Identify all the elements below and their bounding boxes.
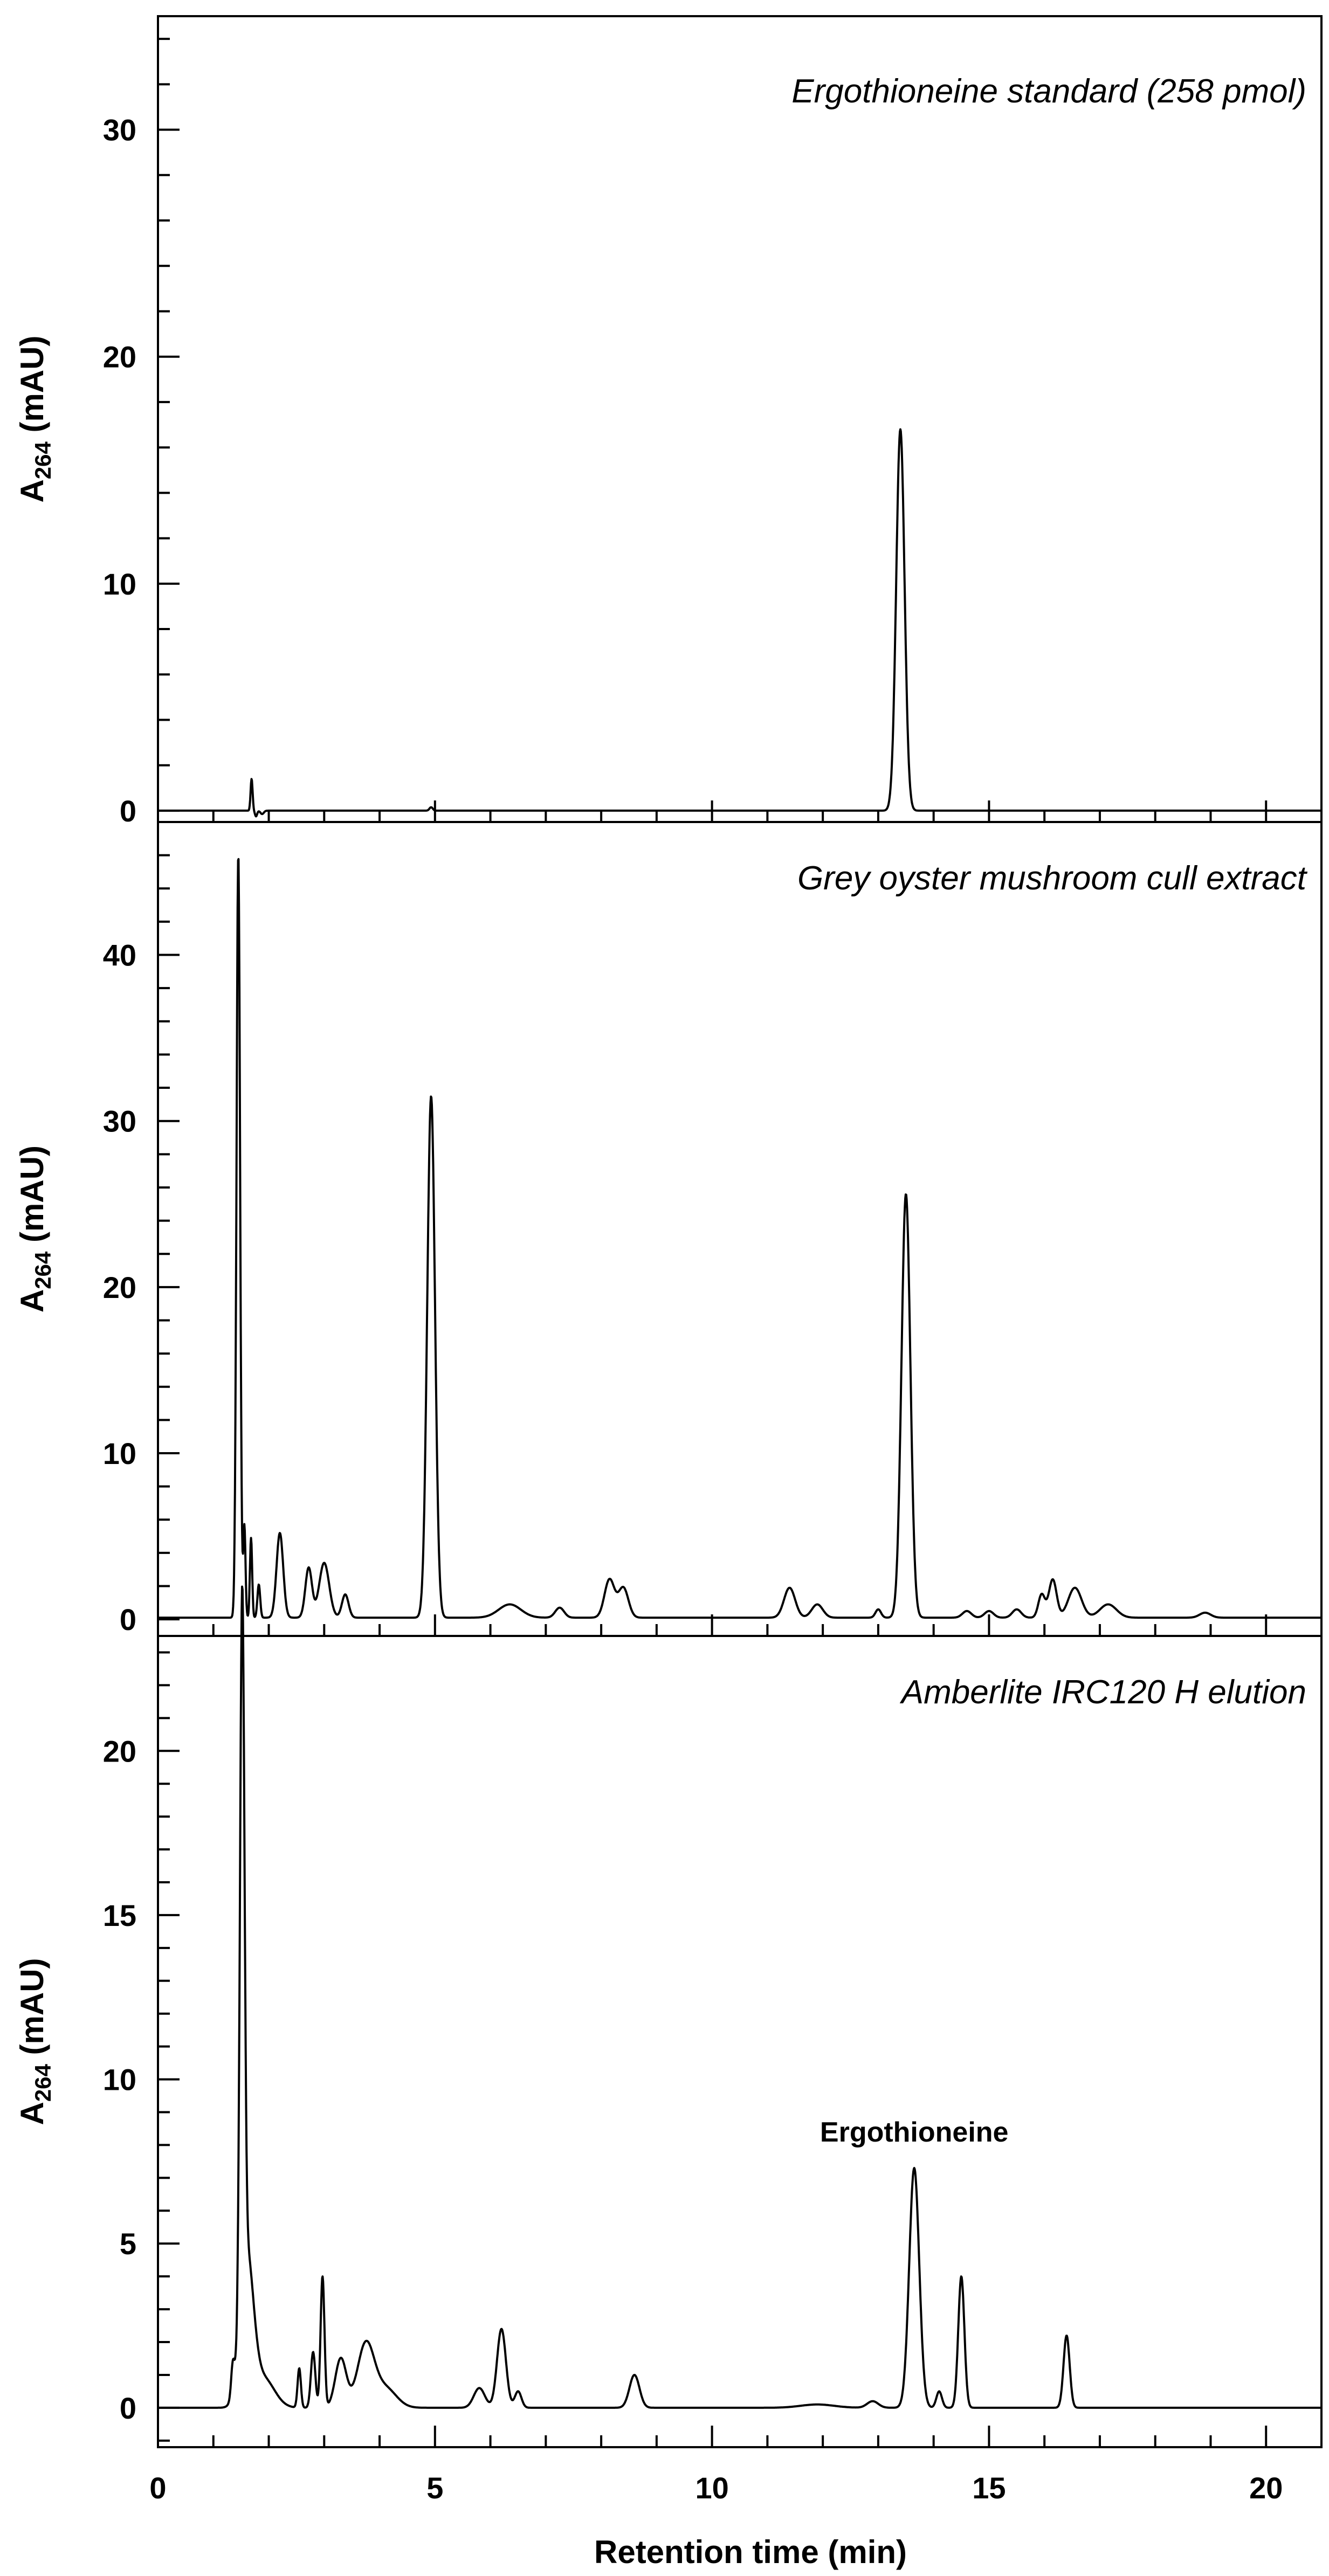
panel-amberlite-elution: 0 5 10 15 20 Amberlite IRC120 H elution A264… [14, 1585, 1323, 2448]
chromatogram-trace [157, 1585, 1323, 2409]
y-tick-label: 10 [103, 2063, 136, 2097]
x-tick-label: 0 [149, 2471, 166, 2505]
chromatogram-trace [157, 428, 1323, 818]
y-tick-label: 10 [103, 1437, 136, 1470]
y-axis-title: A264 (mAU) [14, 335, 56, 502]
y-tick-label: 20 [103, 1270, 136, 1304]
x-tick-label: 10 [695, 2471, 728, 2505]
x-tick-label: 15 [972, 2471, 1006, 2505]
y-tick-label: 30 [103, 113, 136, 147]
chromatogram-trace [157, 858, 1323, 1619]
y-tick-label: 10 [103, 567, 136, 601]
panel-title: Grey oyster mushroom cull extract [797, 860, 1308, 897]
panel-title: Ergothioneine standard (258 pmol) [791, 73, 1306, 110]
y-tick-label: 5 [120, 2227, 136, 2261]
y-tick-label: 0 [120, 2391, 136, 2425]
x-tick-label: 20 [1249, 2471, 1283, 2505]
y-tick-label: 15 [103, 1898, 136, 1932]
y-tick-label: 30 [103, 1104, 136, 1138]
y-tick-label: 0 [120, 1603, 136, 1636]
y-tick-label: 20 [103, 1734, 136, 1768]
y-axis-title: A264 (mAU) [14, 1958, 56, 2125]
x-axis-title: Retention time (min) [594, 2534, 907, 2570]
x-axis: 0 5 10 15 20 Retention time (min) [149, 2471, 1283, 2570]
y-tick-label: 20 [103, 340, 136, 374]
y-axis-tick-labels: 0 10 20 30 40 [103, 938, 136, 1637]
panel-frame [157, 1635, 1323, 2448]
y-tick-label: 40 [103, 938, 136, 972]
panel-title: Amberlite IRC120 H elution [899, 1674, 1306, 1711]
x-axis-tick-labels: 0 5 10 15 20 [149, 2471, 1283, 2505]
y-tick-label: 0 [120, 794, 136, 828]
y-axis-tick-labels: 0 5 10 15 20 [103, 1734, 136, 2425]
peak-annotation-ergothioneine: Ergothioneine [820, 2117, 1009, 2148]
y-axis-tick-labels: 0 10 20 30 [103, 113, 136, 828]
panel-grey-oyster-extract: 0 10 20 30 40 Grey oyster mushroom cull extr… [14, 821, 1323, 1637]
x-tick-label: 5 [426, 2471, 443, 2505]
y-axis-title: A264 (mAU) [14, 1145, 56, 1313]
